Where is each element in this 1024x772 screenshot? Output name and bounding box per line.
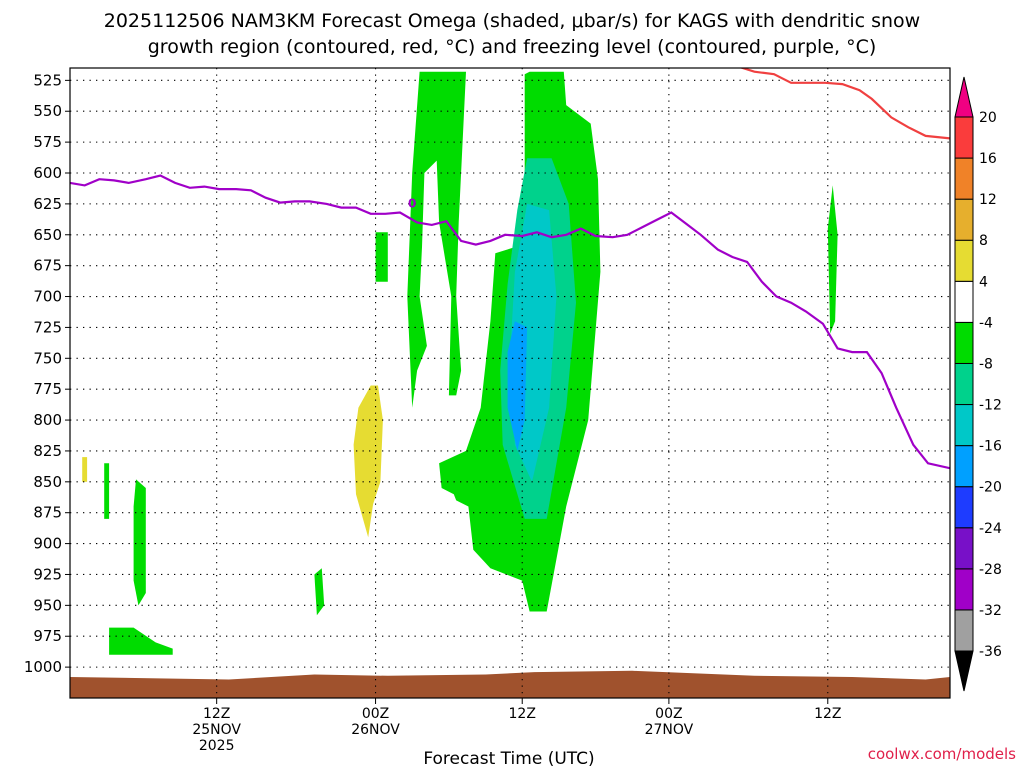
colorbar-label: 8 <box>979 233 988 249</box>
colorbar-label: -20 <box>979 480 1002 496</box>
freezing-level-label: 0 <box>408 197 416 211</box>
colorbar-label: 16 <box>979 151 997 167</box>
dendritic-growth-contour <box>739 68 950 140</box>
omega-region-cell-650-hr31 <box>827 185 838 334</box>
y-axis: 525 550 575 600 625 650 675 700 725 750 775 800 825 8… <box>24 71 70 676</box>
colorbar-segment <box>954 198 974 241</box>
colorbar-segment <box>954 486 974 529</box>
y-tick-label: 825 <box>33 442 62 460</box>
omega-region-central-column <box>407 71 466 408</box>
y-tick-label: 875 <box>33 504 62 522</box>
colorbar-segment <box>954 568 974 611</box>
colorbar-label: -16 <box>979 439 1002 455</box>
colorbar-arrow-bottom <box>954 650 974 692</box>
plot-border <box>69 67 951 699</box>
colorbar-label: -12 <box>979 398 1002 414</box>
colorbar-label: 4 <box>979 274 988 290</box>
x-tick-label: 25NOV <box>192 722 241 738</box>
y-tick-label: 725 <box>33 318 62 336</box>
x-tick-label: 12Z <box>509 706 536 722</box>
y-tick-label: 600 <box>33 164 62 182</box>
omega-shading <box>82 71 838 655</box>
colorbar-label: -32 <box>979 603 1002 619</box>
omega-region-yellow-dot <box>82 457 88 482</box>
y-tick-label: 525 <box>33 71 62 89</box>
omega-region-cell-665 <box>375 232 388 282</box>
y-tick-label: 850 <box>33 473 62 491</box>
x-tick-label: 00Z <box>362 706 389 722</box>
colorbar-label: -4 <box>979 315 993 331</box>
contour-lines: 0 <box>70 68 950 470</box>
colorbar-segment <box>954 404 974 447</box>
y-tick-label: 700 <box>33 288 62 306</box>
colorbar-label: -36 <box>979 644 1002 660</box>
colorbar-segment <box>954 445 974 488</box>
y-tick-label: 925 <box>33 565 62 583</box>
colorbar-segment <box>954 321 974 364</box>
colorbar-segment <box>954 527 974 570</box>
omega-region-west-column-a <box>104 463 110 519</box>
colorbar-segment <box>954 280 974 323</box>
x-tick-label: 27NOV <box>645 722 694 738</box>
colorbar-arrow-top <box>954 76 974 118</box>
surface-polygon <box>70 670 950 698</box>
colorbar-segment <box>954 239 974 282</box>
colorbar-label: -24 <box>979 521 1002 537</box>
y-tick-label: 975 <box>33 627 62 645</box>
colorbar-segment <box>954 609 974 652</box>
y-tick-label: 675 <box>33 257 62 275</box>
y-tick-label: 1000 <box>24 658 62 676</box>
colorbar: -36 -32 -28 -24 -20 -16 -12 -8 -4 4 8 12 16 20 <box>954 76 1002 692</box>
omega-region-west-column-b <box>133 479 146 606</box>
omega-region-cell-985 <box>109 627 173 655</box>
colorbar-label: 20 <box>979 110 997 126</box>
colorbar-segment <box>954 362 974 406</box>
y-tick-label: 775 <box>33 380 62 398</box>
y-tick-label: 800 <box>33 411 62 429</box>
colorbar-segment <box>954 116 974 159</box>
x-tick-label: 00Z <box>655 706 682 722</box>
chart-title-line1: 2025112506 NAM3KM Forecast Omega (shaded… <box>104 10 920 32</box>
colorbar-label: -28 <box>979 562 1002 578</box>
colorbar-segment <box>954 157 974 200</box>
credit-label: coolwx.com/models <box>868 745 1016 763</box>
y-tick-label: 550 <box>33 102 62 120</box>
y-tick-label: 750 <box>33 349 62 367</box>
x-axis-title: Forecast Time (UTC) <box>423 749 594 768</box>
omega-region-east-plume-max <box>507 321 528 451</box>
chart-title-line2: growth region (contoured, red, °C) and f… <box>148 36 877 58</box>
plot-area: 0 <box>69 67 951 699</box>
freezing-level-contour <box>70 174 950 470</box>
x-tick-label: 26NOV <box>351 722 400 738</box>
y-tick-label: 575 <box>33 133 62 151</box>
y-tick-label: 900 <box>33 535 62 553</box>
y-tick-label: 625 <box>33 195 62 213</box>
colorbar-label: -8 <box>979 356 993 372</box>
surface-terrain <box>70 670 950 698</box>
y-tick-label: 650 <box>33 226 62 244</box>
x-tick-label: 12Z <box>203 706 230 722</box>
x-tick-label: 12Z <box>814 706 841 722</box>
x-tick-label: 2025 <box>199 738 235 754</box>
grid-lines <box>70 68 950 698</box>
y-tick-label: 950 <box>33 596 62 614</box>
omega-region-cell-935 <box>314 568 325 616</box>
omega-region-yellow-lobe <box>353 385 383 538</box>
colorbar-label: 12 <box>979 192 997 208</box>
